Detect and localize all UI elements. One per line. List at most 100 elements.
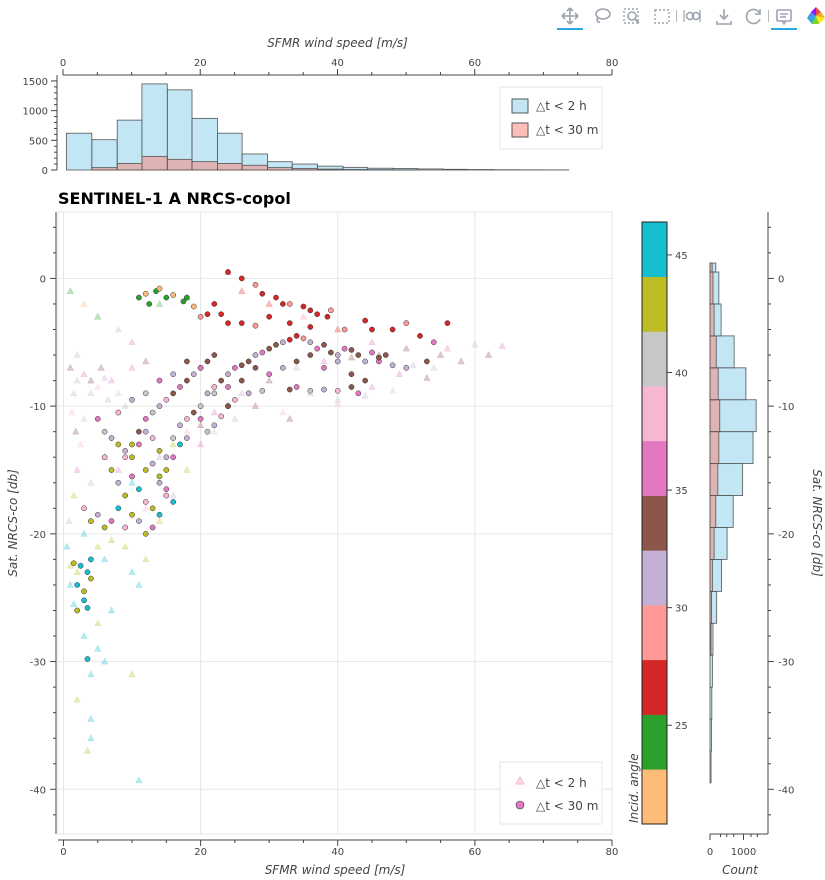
scatter-point-2h[interactable] [128, 568, 136, 575]
scatter-point-30m[interactable] [77, 562, 84, 569]
scatter-point-30m[interactable] [163, 396, 170, 403]
scatter-point-30m[interactable] [369, 326, 375, 333]
scatter-point-2h[interactable] [114, 465, 122, 473]
scatter-point-30m[interactable] [403, 320, 410, 326]
scatter-point-30m[interactable] [177, 384, 183, 390]
scatter-point-30m[interactable] [355, 390, 362, 397]
scatter-point-30m[interactable] [88, 575, 94, 582]
scatter-point-30m[interactable] [266, 345, 273, 352]
scatter-point-30m[interactable] [204, 390, 211, 397]
scatter-point-2h[interactable] [80, 529, 88, 537]
scatter-point-2h[interactable] [128, 338, 136, 346]
scatter-point-30m[interactable] [170, 390, 177, 397]
scatter-point-2h[interactable] [402, 344, 410, 352]
scatter-point-30m[interactable] [108, 518, 115, 524]
scatter-point-2h[interactable] [423, 374, 431, 381]
scatter-point-30m[interactable] [129, 473, 135, 480]
scatter-point-2h[interactable] [87, 670, 95, 678]
scatter-point-30m[interactable] [286, 301, 293, 307]
scatter-point-30m[interactable] [122, 454, 129, 461]
scatter-point-30m[interactable] [355, 352, 362, 358]
scatter-point-30m[interactable] [238, 377, 245, 384]
scatter-point-2h[interactable] [87, 376, 95, 384]
scatter-point-30m[interactable] [293, 333, 300, 339]
scatter-point-30m[interactable] [204, 358, 211, 365]
scatter-point-30m[interactable] [225, 371, 231, 378]
scatter-point-30m[interactable] [232, 364, 238, 371]
scatter-point-2h[interactable] [155, 517, 164, 524]
scatter-point-30m[interactable] [252, 322, 259, 329]
scatter-point-30m[interactable] [101, 524, 108, 531]
scatter-point-2h[interactable] [128, 670, 136, 678]
scatter-point-30m[interactable] [156, 377, 163, 384]
scatter-point-30m[interactable] [149, 505, 156, 512]
scatter-point-30m[interactable] [108, 435, 115, 441]
scatter-point-30m[interactable] [328, 349, 334, 356]
scatter-point-2h[interactable] [70, 491, 78, 499]
scatter-point-30m[interactable] [348, 384, 355, 390]
scatter-point-30m[interactable] [184, 416, 190, 422]
scatter-point-2h[interactable] [80, 414, 88, 422]
scatter-point-30m[interactable] [108, 467, 115, 473]
scatter-point-30m[interactable] [307, 352, 314, 358]
scatter-point-30m[interactable] [88, 556, 94, 563]
scatter-point-30m[interactable] [149, 524, 156, 531]
scatter-point-30m[interactable] [94, 416, 101, 422]
scatter-point-2h[interactable] [471, 340, 479, 348]
scatter-point-30m[interactable] [170, 454, 177, 461]
scatter-point-2h[interactable] [368, 338, 376, 346]
scatter-point-30m[interactable] [170, 292, 177, 298]
scatter-point-2h[interactable] [292, 363, 301, 371]
scatter-point-2h[interactable] [142, 357, 150, 365]
scatter-point-2h[interactable] [94, 619, 102, 627]
scatter-point-30m[interactable] [184, 294, 190, 301]
scatter-point-2h[interactable] [155, 299, 164, 307]
scatter-point-30m[interactable] [156, 403, 163, 409]
scatter-point-30m[interactable] [197, 364, 204, 371]
scatter-point-30m[interactable] [190, 303, 197, 310]
scatter-point-2h[interactable] [196, 440, 205, 448]
scatter-point-2h[interactable] [107, 536, 116, 543]
plot-area[interactable] [57, 211, 613, 835]
scatter-point-30m[interactable] [273, 294, 279, 301]
scatter-point-2h[interactable] [436, 351, 445, 358]
scatter-point-2h[interactable] [443, 344, 452, 352]
scatter-point-30m[interactable] [225, 269, 231, 275]
scatter-point-2h[interactable] [73, 568, 81, 575]
scatter-point-30m[interactable] [122, 524, 129, 531]
scatter-point-30m[interactable] [232, 396, 238, 403]
scatter-point-30m[interactable] [149, 409, 156, 416]
scatter-point-30m[interactable] [170, 435, 177, 441]
scatter-point-30m[interactable] [180, 298, 187, 305]
scatter-point-2h[interactable] [183, 427, 191, 435]
scatter-point-30m[interactable] [94, 511, 101, 518]
scatter-point-2h[interactable] [87, 715, 95, 722]
scatter-point-2h[interactable] [210, 427, 218, 435]
scatter-point-2h[interactable] [80, 299, 88, 307]
scatter-point-30m[interactable] [88, 518, 94, 524]
scatter-point-30m[interactable] [362, 317, 369, 324]
scatter-point-30m[interactable] [149, 435, 156, 441]
scatter-point-2h[interactable] [101, 374, 109, 381]
scatter-point-2h[interactable] [66, 363, 74, 371]
scatter-point-30m[interactable] [81, 597, 87, 604]
scatter-point-2h[interactable] [94, 312, 102, 320]
scatter-point-30m[interactable] [211, 352, 218, 358]
scatter-point-30m[interactable] [142, 428, 149, 435]
scatter-point-30m[interactable] [280, 301, 286, 307]
scatter-point-2h[interactable] [155, 453, 164, 460]
scatter-point-30m[interactable] [259, 290, 266, 297]
scatter-point-30m[interactable] [163, 294, 170, 301]
scatter-point-30m[interactable] [314, 311, 321, 318]
scatter-point-2h[interactable] [210, 408, 218, 416]
scatter-point-2h[interactable] [72, 427, 80, 435]
scatter-point-30m[interactable] [156, 479, 163, 486]
scatter-point-30m[interactable] [300, 303, 307, 310]
scatter-point-30m[interactable] [84, 656, 91, 662]
scatter-point-30m[interactable] [129, 396, 135, 403]
scatter-point-30m[interactable] [389, 326, 396, 333]
scatter-point-30m[interactable] [149, 460, 156, 467]
scatter-point-30m[interactable] [259, 349, 266, 356]
scatter-point-30m[interactable] [177, 441, 183, 448]
scatter-point-30m[interactable] [129, 441, 135, 448]
